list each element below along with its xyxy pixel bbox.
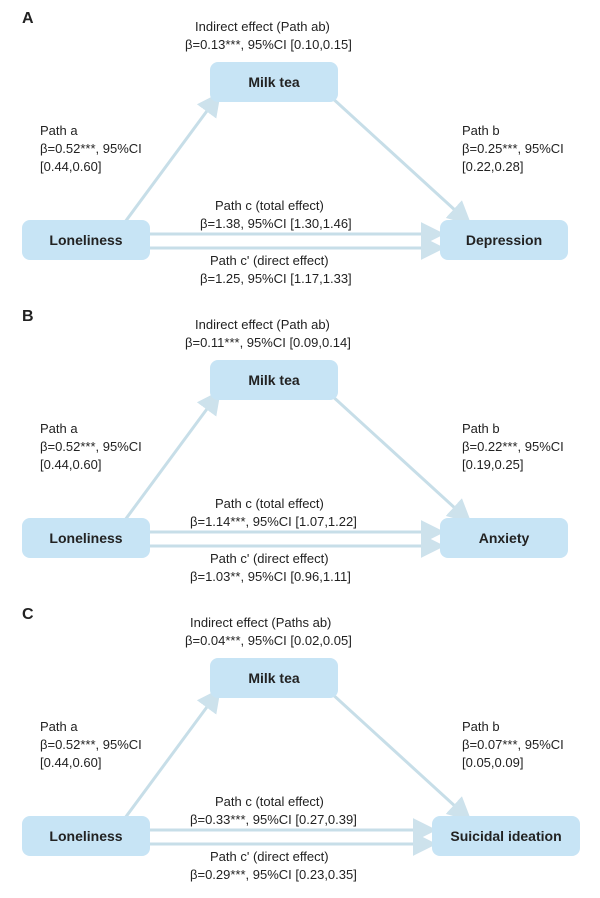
panel-a: A Indirect effect (Path ab) β=0.13***, 9…	[0, 0, 600, 298]
c-mediator-node: Milk tea	[210, 658, 338, 698]
figure-page: A Indirect effect (Path ab) β=0.13***, 9…	[0, 0, 600, 898]
c-path-a-stat2: [0.44,0.60]	[40, 754, 101, 772]
a-path-b-stat1: β=0.25***, 95%CI	[462, 140, 564, 158]
c-outcome-node: Suicidal ideation	[432, 816, 580, 856]
b-indirect-title: Indirect effect (Path ab)	[195, 316, 330, 334]
c-path-b-stat1: β=0.07***, 95%CI	[462, 736, 564, 754]
a-predictor-label: Loneliness	[49, 232, 122, 248]
a-path-a-stat1: β=0.52***, 95%CI	[40, 140, 142, 158]
a-path-c-stat: β=1.38, 95%CI [1.30,1.46]	[200, 215, 352, 233]
a-outcome-label: Depression	[466, 232, 542, 248]
b-path-c-stat: β=1.14***, 95%CI [1.07,1.22]	[190, 513, 357, 531]
a-mediator-node: Milk tea	[210, 62, 338, 102]
a-path-a-stat2: [0.44,0.60]	[40, 158, 101, 176]
panel-label-a: A	[22, 10, 34, 28]
b-outcome-label: Anxiety	[479, 530, 530, 546]
b-predictor-label: Loneliness	[49, 530, 122, 546]
c-path-a-stat1: β=0.52***, 95%CI	[40, 736, 142, 754]
c-path-cp-title: Path c' (direct effect)	[210, 848, 329, 866]
a-path-b-stat2: [0.22,0.28]	[462, 158, 523, 176]
b-path-b-stat2: [0.19,0.25]	[462, 456, 523, 474]
b-predictor-node: Loneliness	[22, 518, 150, 558]
b-path-c-title: Path c (total effect)	[215, 495, 324, 513]
a-indirect-stat: β=0.13***, 95%CI [0.10,0.15]	[185, 36, 352, 54]
a-path-cp-title: Path c' (direct effect)	[210, 252, 329, 270]
c-mediator-label: Milk tea	[248, 670, 299, 686]
a-outcome-node: Depression	[440, 220, 568, 260]
a-predictor-node: Loneliness	[22, 220, 150, 260]
b-indirect-stat: β=0.11***, 95%CI [0.09,0.14]	[185, 334, 351, 352]
panel-label-b: B	[22, 308, 34, 326]
b-mediator-label: Milk tea	[248, 372, 299, 388]
c-path-b-stat2: [0.05,0.09]	[462, 754, 523, 772]
c-path-cp-stat: β=0.29***, 95%CI [0.23,0.35]	[190, 866, 357, 884]
b-path-a-stat2: [0.44,0.60]	[40, 456, 101, 474]
b-path-a-title: Path a	[40, 420, 78, 438]
panel-b: B Indirect effect (Path ab) β=0.11***, 9…	[0, 298, 600, 596]
c-indirect-stat: β=0.04***, 95%CI [0.02,0.05]	[185, 632, 352, 650]
b-outcome-node: Anxiety	[440, 518, 568, 558]
b-mediator-node: Milk tea	[210, 360, 338, 400]
a-path-a-title: Path a	[40, 122, 78, 140]
b-path-cp-stat: β=1.03**, 95%CI [0.96,1.11]	[190, 568, 351, 586]
panel-c: C Indirect effect (Paths ab) β=0.04***, …	[0, 596, 600, 898]
panel-label-c: C	[22, 606, 34, 624]
c-predictor-node: Loneliness	[22, 816, 150, 856]
c-path-c-title: Path c (total effect)	[215, 793, 324, 811]
b-path-cp-title: Path c' (direct effect)	[210, 550, 329, 568]
c-predictor-label: Loneliness	[49, 828, 122, 844]
b-path-a-stat1: β=0.52***, 95%CI	[40, 438, 142, 456]
c-path-c-stat: β=0.33***, 95%CI [0.27,0.39]	[190, 811, 357, 829]
a-indirect-title: Indirect effect (Path ab)	[195, 18, 330, 36]
b-path-b-stat1: β=0.22***, 95%CI	[462, 438, 564, 456]
c-path-a-title: Path a	[40, 718, 78, 736]
a-mediator-label: Milk tea	[248, 74, 299, 90]
a-path-b-title: Path b	[462, 122, 500, 140]
c-indirect-title: Indirect effect (Paths ab)	[190, 614, 331, 632]
c-path-b-title: Path b	[462, 718, 500, 736]
c-outcome-label: Suicidal ideation	[450, 828, 561, 844]
a-path-c-title: Path c (total effect)	[215, 197, 324, 215]
a-path-cp-stat: β=1.25, 95%CI [1.17,1.33]	[200, 270, 352, 288]
b-path-b-title: Path b	[462, 420, 500, 438]
